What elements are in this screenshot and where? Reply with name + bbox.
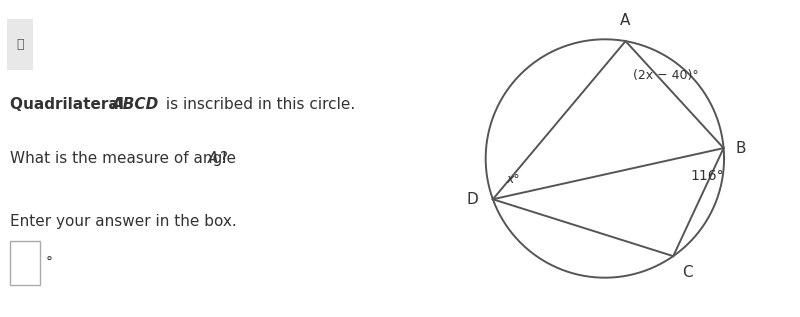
Text: Enter your answer in the box.: Enter your answer in the box. bbox=[10, 214, 237, 230]
Text: B: B bbox=[735, 141, 746, 156]
Text: ABCD: ABCD bbox=[112, 97, 159, 112]
FancyBboxPatch shape bbox=[10, 241, 40, 285]
Text: A: A bbox=[208, 151, 218, 166]
Text: C: C bbox=[682, 265, 693, 280]
Text: 116°: 116° bbox=[691, 169, 725, 183]
Text: ⌷: ⌷ bbox=[17, 38, 24, 51]
Text: D: D bbox=[466, 192, 478, 207]
Text: What is the measure of angle: What is the measure of angle bbox=[10, 151, 241, 166]
Text: is inscribed in this circle.: is inscribed in this circle. bbox=[162, 97, 355, 112]
FancyBboxPatch shape bbox=[7, 19, 34, 70]
Text: °: ° bbox=[46, 256, 53, 270]
Text: A: A bbox=[620, 13, 630, 28]
Text: x°: x° bbox=[506, 173, 520, 186]
Text: (2x − 40)°: (2x − 40)° bbox=[633, 69, 698, 82]
Text: Quadrilateral: Quadrilateral bbox=[10, 97, 129, 112]
Text: ?: ? bbox=[220, 151, 228, 166]
